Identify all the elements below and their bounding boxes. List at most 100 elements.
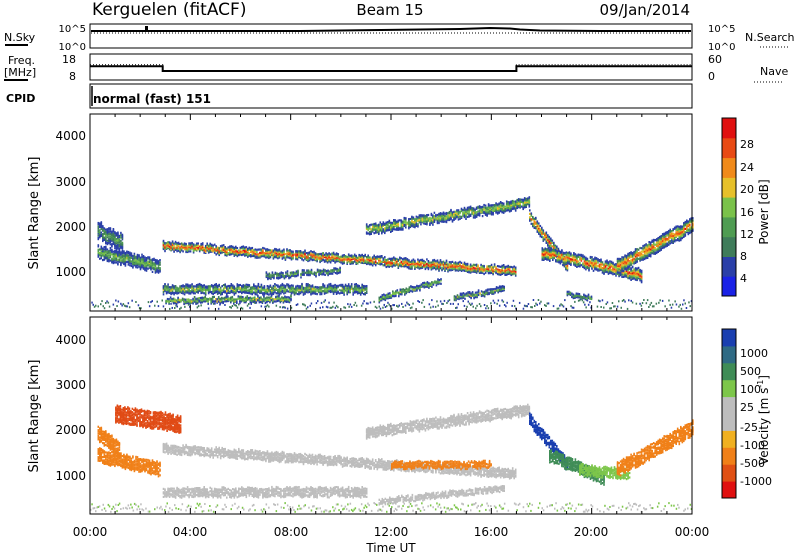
echo-cell [341,287,344,290]
echo-cell [224,290,226,293]
echo-cell [552,253,554,256]
echo-cell [505,305,507,308]
echo-cell [408,288,411,291]
echo-cell [232,252,234,255]
echo-cell [274,288,276,291]
echo-cell [379,229,382,232]
echo-cell [385,229,388,232]
echo-cell [391,228,394,231]
echo-cell [448,269,451,272]
echo-cell [490,212,493,215]
echo-cell [248,252,251,255]
echo-cell [280,286,282,289]
echo-cell [203,248,205,251]
echo-cell [391,257,394,260]
echo-cell [374,305,377,308]
echo-cell [103,227,106,230]
echo-cell [388,303,390,306]
echo-cell [186,247,189,250]
echo-cell [319,286,321,289]
echo-cell [165,242,168,245]
echo-cell [142,255,145,258]
echo-cell [358,286,360,289]
echo-cell [272,254,275,257]
echo-cell [444,214,446,217]
echo-cell [675,303,678,306]
echo-cell [275,292,278,295]
echo-cell [448,264,451,267]
echo-cell [402,228,404,231]
echo-cell [343,293,345,296]
echo-cell [449,302,452,305]
echo-cell [332,256,335,259]
echo-cell [133,257,136,260]
echo-cell [115,244,118,247]
echo-cell [445,266,448,269]
echo-cell [476,296,478,299]
echo-cell [374,223,377,226]
echo-cell [508,265,511,268]
echo-cell [257,256,260,259]
echo-cell [329,287,332,290]
echo-cell [261,300,264,303]
echo-cell [594,268,596,271]
echo-cell [130,264,133,268]
echo-cell [124,253,127,256]
echo-cell [349,258,351,261]
echo-cell [276,299,279,303]
echo-cell [530,222,533,225]
echo-cell [311,284,314,287]
echo-cell [281,253,284,256]
echo-cell [271,286,273,289]
echo-cell [109,227,112,230]
echo-cell [242,251,245,254]
echo-cell [470,294,472,297]
echo-cell [390,257,392,260]
echo-cell [341,255,344,258]
echo-cell [548,243,551,247]
echo-cell [388,265,391,268]
echo-cell [132,261,134,264]
echo-cell [145,258,148,261]
echo-cell [574,253,577,256]
echo-cell [426,214,428,217]
echo-cell [432,267,434,270]
echo-cell [289,257,291,260]
echo-cell [326,253,329,256]
echo-cell [118,241,121,244]
echo-cell [169,298,172,301]
echo-cell [236,301,238,304]
echo-cell [235,245,237,248]
echo-cell [493,205,496,208]
echo-cell [284,290,287,293]
echo-cell [311,292,314,295]
echo-cell [497,286,499,289]
echo-cell [409,225,412,229]
echo-cell [168,298,170,301]
echo-cell [393,220,395,223]
echo-cell [274,247,276,251]
echo-cell [277,253,279,256]
echo-cell [478,214,481,217]
echo-cell [380,299,382,302]
echo-cell [384,260,386,263]
echo-cell [344,283,347,286]
echo-cell [216,284,219,287]
echo-cell [265,288,267,291]
echo-cell [238,287,240,290]
echo-cell [148,305,151,308]
echo-cell [543,248,545,251]
echo-cell [266,287,269,290]
echo-cell [438,212,440,215]
echo-cell [271,288,273,292]
echo-cell [268,285,270,288]
echo-cell [286,249,288,252]
echo-cell [558,257,560,260]
echo-cell [556,252,559,255]
echo-cell [397,305,399,308]
echo-cell [594,262,596,265]
echo-cell [423,216,425,219]
echo-cell [505,273,508,276]
echo-cell [254,287,257,290]
echo-cell [529,216,531,219]
